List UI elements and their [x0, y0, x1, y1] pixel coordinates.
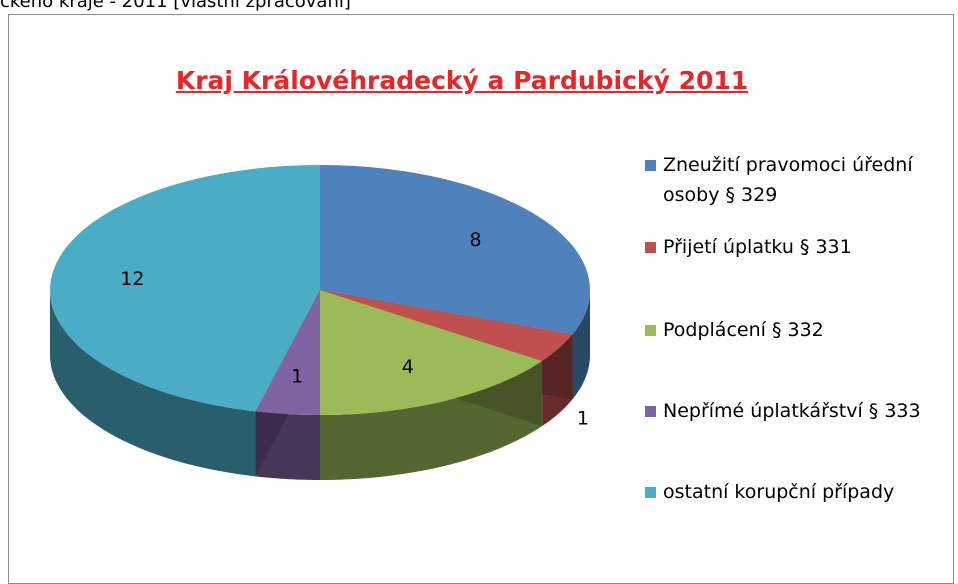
- legend-item: Podplácení § 332: [645, 315, 953, 345]
- legend-swatch: [645, 325, 656, 336]
- legend-item: Zneužití pravomoci úřední osoby § 329: [645, 150, 953, 210]
- data-label: 1: [577, 407, 589, 429]
- slice: [320, 290, 573, 361]
- slice: [320, 165, 590, 335]
- legend-swatch: [645, 242, 656, 253]
- data-label: 8: [469, 229, 481, 251]
- legend-item: Přijetí úplatku § 331: [645, 232, 953, 262]
- legend-label: Nepřímé úplatkářství § 333: [663, 400, 921, 422]
- legend-swatch: [645, 406, 656, 417]
- legend-item: Nepřímé úplatkářství § 333: [645, 396, 953, 426]
- legend-label: ostatní korupční případy: [663, 481, 895, 503]
- legend-label: Zneužití pravomoci úřední osoby § 329: [663, 154, 913, 206]
- slice: [320, 290, 543, 415]
- side-wall: [572, 290, 590, 400]
- legend-swatch: [645, 160, 656, 171]
- legend-label: Podplácení § 332: [663, 319, 824, 341]
- data-label: 12: [120, 268, 144, 290]
- legend-label: Přijetí úplatku § 331: [663, 236, 852, 258]
- data-label: 4: [402, 356, 414, 378]
- caption: ckého kraje - 2011 [vlastní zpracování]: [0, 0, 351, 12]
- side-wall: [50, 290, 256, 477]
- legend-swatch: [645, 487, 656, 498]
- chart-title: Kraj Královéhradecký a Pardubický 2011: [175, 66, 749, 95]
- legend-item: ostatní korupční případy: [645, 477, 953, 507]
- slice: [50, 165, 320, 412]
- data-label: 1: [291, 365, 303, 387]
- slice: [255, 290, 320, 415]
